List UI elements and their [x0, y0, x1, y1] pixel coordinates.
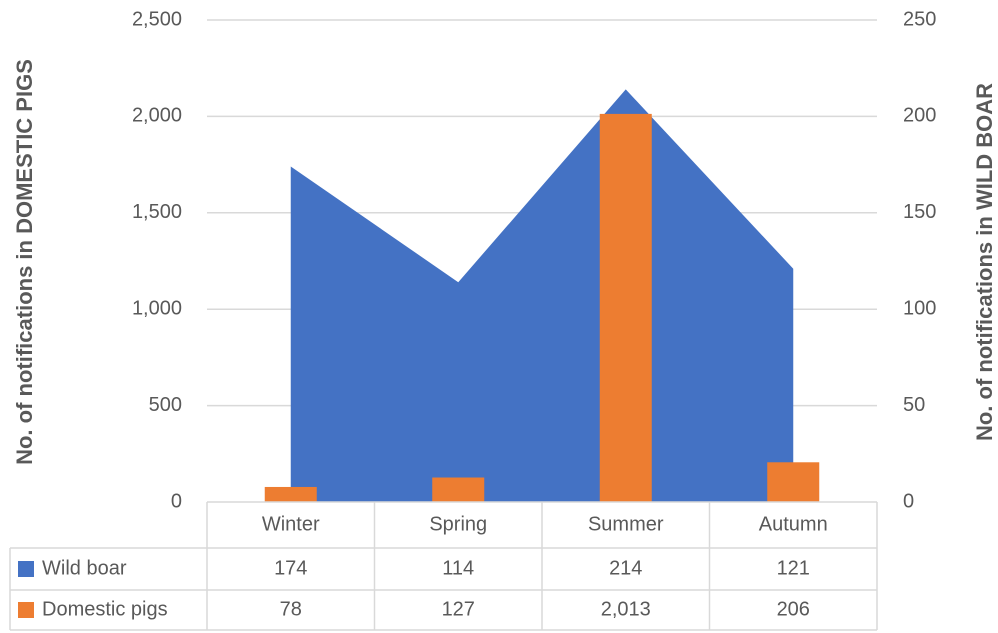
y2-tick-label: 0 — [903, 490, 914, 512]
bar — [767, 462, 820, 502]
y2-tick-label: 200 — [903, 105, 936, 127]
y-axis-title: No. of notifications in DOMESTIC PIGS — [12, 59, 37, 465]
y-tick-label: 2,000 — [132, 105, 182, 127]
y-tick-label: 0 — [171, 490, 182, 512]
y2-tick-label: 150 — [903, 201, 936, 223]
bar — [432, 477, 485, 502]
x-tick-label: Spring — [429, 513, 487, 535]
table-value: 174 — [274, 557, 307, 579]
y-tick-label: 1,500 — [132, 201, 182, 223]
y2-tick-label: 50 — [903, 394, 925, 416]
table-value: 2,013 — [601, 598, 651, 620]
x-tick-label: Summer — [588, 513, 664, 535]
y-tick-label: 500 — [149, 394, 182, 416]
table-value: 121 — [777, 557, 810, 579]
x-tick-label: Autumn — [759, 513, 828, 535]
table-value: 127 — [442, 598, 475, 620]
x-tick-label: Winter — [262, 513, 320, 535]
bar — [599, 113, 652, 502]
y2-tick-label: 250 — [903, 8, 936, 30]
legend-key — [18, 602, 34, 618]
bar — [264, 486, 317, 502]
table-value: 214 — [609, 557, 642, 579]
y2-tick-label: 100 — [903, 297, 936, 319]
area — [290, 89, 794, 503]
y2-axis-title: No. of notifications in WILD BOAR — [972, 83, 997, 441]
legend-key — [18, 561, 34, 577]
y-tick-label: 2,500 — [132, 8, 182, 30]
legend-label: Domestic pigs — [42, 598, 168, 620]
legend-label: Wild boar — [42, 557, 127, 579]
table-value: 78 — [280, 598, 302, 620]
table-value: 206 — [777, 598, 810, 620]
y-tick-label: 1,000 — [132, 297, 182, 319]
table-value: 114 — [442, 557, 474, 579]
